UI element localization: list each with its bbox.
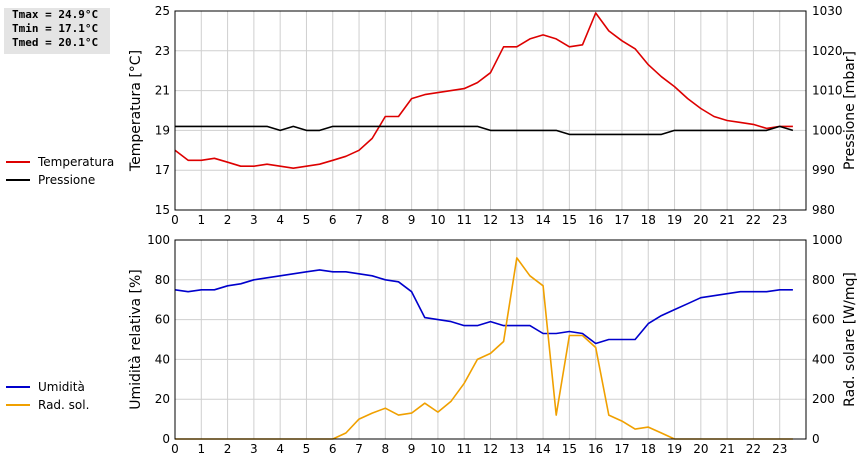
chart2-x-tick-label: 2 [224,442,232,456]
chart1-x-tick-label: 6 [329,213,337,227]
chart2-x-tick-label: 22 [746,442,761,456]
chart1-x-tick-label: 0 [171,213,179,227]
tmin-label: Tmin = 17.1°C [12,22,99,35]
chart2-series-line-1 [174,269,793,345]
chart1-x-tick-label: 9 [408,213,416,227]
chart1-x-tick-label: 8 [382,213,390,227]
chart1-x-tick-label: 21 [719,213,734,227]
chart2-x-tick-label: 14 [535,442,550,456]
chart2-y-right-tick-label: 600 [812,313,835,327]
chart2-x-tick-label: 21 [719,442,734,456]
chart1-x-tick-label: 23 [772,213,787,227]
chart2-x-tick-label: 9 [408,442,416,456]
chart1-series-line-2 [175,125,794,136]
chart2-x-tick-label: 8 [382,442,390,456]
chart1-x-tick-label: 22 [746,213,761,227]
chart1-x-tick-label: 10 [430,213,445,227]
chart1-x-tick-label: 20 [693,213,708,227]
chart2-x-tick-label: 19 [667,442,682,456]
chart1-y-left-tick-label: 15 [155,203,170,217]
chart1-x-tick-label: 7 [355,213,363,227]
chart2-y-right-tick-label: 1000 [812,233,843,247]
chart1-y-left-tick-label: 19 [155,123,170,137]
chart2-y-right-tick-label: 0 [812,432,820,446]
chart2-y-left-axis-label: Umidità relativa [%] [128,269,144,410]
chart1-y-left-tick-label: 17 [155,163,170,177]
chart2-y-right-tick-label: 800 [812,273,835,287]
chart1-y-right-tick-label: 980 [812,203,835,217]
chart2-y-right-tick-label: 400 [812,352,835,366]
chart2-x-tick-label: 11 [457,442,472,456]
chart1-x-tick-label: 5 [303,213,311,227]
chart1-y-right-tick-label: 1010 [812,84,843,98]
chart2-x-tick-label: 13 [509,442,524,456]
chart1-y-right-tick-label: 1030 [812,4,843,18]
chart2-x-tick-label: 1 [197,442,205,456]
chart2-series-line-2 [175,257,793,440]
chart1-x-tick-label: 13 [509,213,524,227]
chart1-x-tick-label: 12 [483,213,498,227]
stats-box: Tmax = 24.9°C Tmin = 17.1°C Tmed = 20.1°… [4,8,110,54]
chart2-y-left-tick-label: 80 [155,273,170,287]
chart1-x-tick-label: 18 [641,213,656,227]
chart1-x-tick-label: 15 [562,213,577,227]
chart2-x-tick-label: 3 [250,442,258,456]
chart1-legend-label: Temperatura [37,155,114,169]
chart2-x-tick-label: 15 [562,442,577,456]
chart2-y-left-tick-label: 20 [155,392,170,406]
chart1-x-tick-label: 3 [250,213,258,227]
chart2-x-tick-label: 12 [483,442,498,456]
chart1-x-tick-label: 2 [224,213,232,227]
chart2-x-tick-label: 17 [614,442,629,456]
chart1-y-left-tick-label: 23 [155,44,170,58]
chart1-y-right-tick-label: 1020 [812,44,843,58]
chart1-x-tick-label: 14 [535,213,550,227]
chart2-x-tick-label: 5 [303,442,311,456]
chart2-x-tick-label: 20 [693,442,708,456]
chart2-x-tick-label: 0 [171,442,179,456]
chart2-x-tick-label: 16 [588,442,603,456]
chart2-x-tick-label: 7 [355,442,363,456]
chart2-y-left-tick-label: 40 [155,352,170,366]
chart2-x-tick-label: 6 [329,442,337,456]
chart2-x-tick-label: 4 [276,442,284,456]
chart1-y-right-tick-label: 1000 [812,123,843,137]
chart1-x-tick-label: 19 [667,213,682,227]
chart1-x-tick-label: 17 [614,213,629,227]
chart1-x-tick-label: 11 [457,213,472,227]
chart2-y-left-tick-label: 0 [162,432,170,446]
chart1-y-right-tick-label: 990 [812,163,835,177]
chart1-y-left-tick-label: 21 [155,84,170,98]
chart2-legend-label: Rad. sol. [38,398,89,412]
chart2-plot-frame [174,239,807,440]
chart1-y-right-axis-label: Pressione [mbar] [842,51,858,170]
chart1-x-tick-label: 1 [197,213,205,227]
chart2-y-right-axis-label: Rad. solare [W/mq] [842,272,858,407]
chart2-y-right-tick-label: 200 [812,392,835,406]
chart1-legend-label: Pressione [38,173,95,187]
tmed-label: Tmed = 20.1°C [12,36,99,49]
chart2-legend-label: Umidità [38,380,85,394]
chart1-x-tick-label: 4 [276,213,284,227]
chart2-y-left-tick-label: 60 [155,313,170,327]
chart2-x-tick-label: 18 [641,442,656,456]
tmax-label: Tmax = 24.9°C [12,8,99,21]
chart2-x-tick-label: 10 [430,442,445,456]
chart1-x-tick-label: 16 [588,213,603,227]
chart1-series-line-1 [174,12,793,169]
chart1-y-left-axis-label: Temperatura [°C] [128,50,144,172]
chart1-plot-frame [174,10,807,211]
chart1-y-left-tick-label: 25 [155,4,170,18]
chart2-y-left-tick-label: 100 [147,233,170,247]
chart2-x-tick-label: 23 [772,442,787,456]
